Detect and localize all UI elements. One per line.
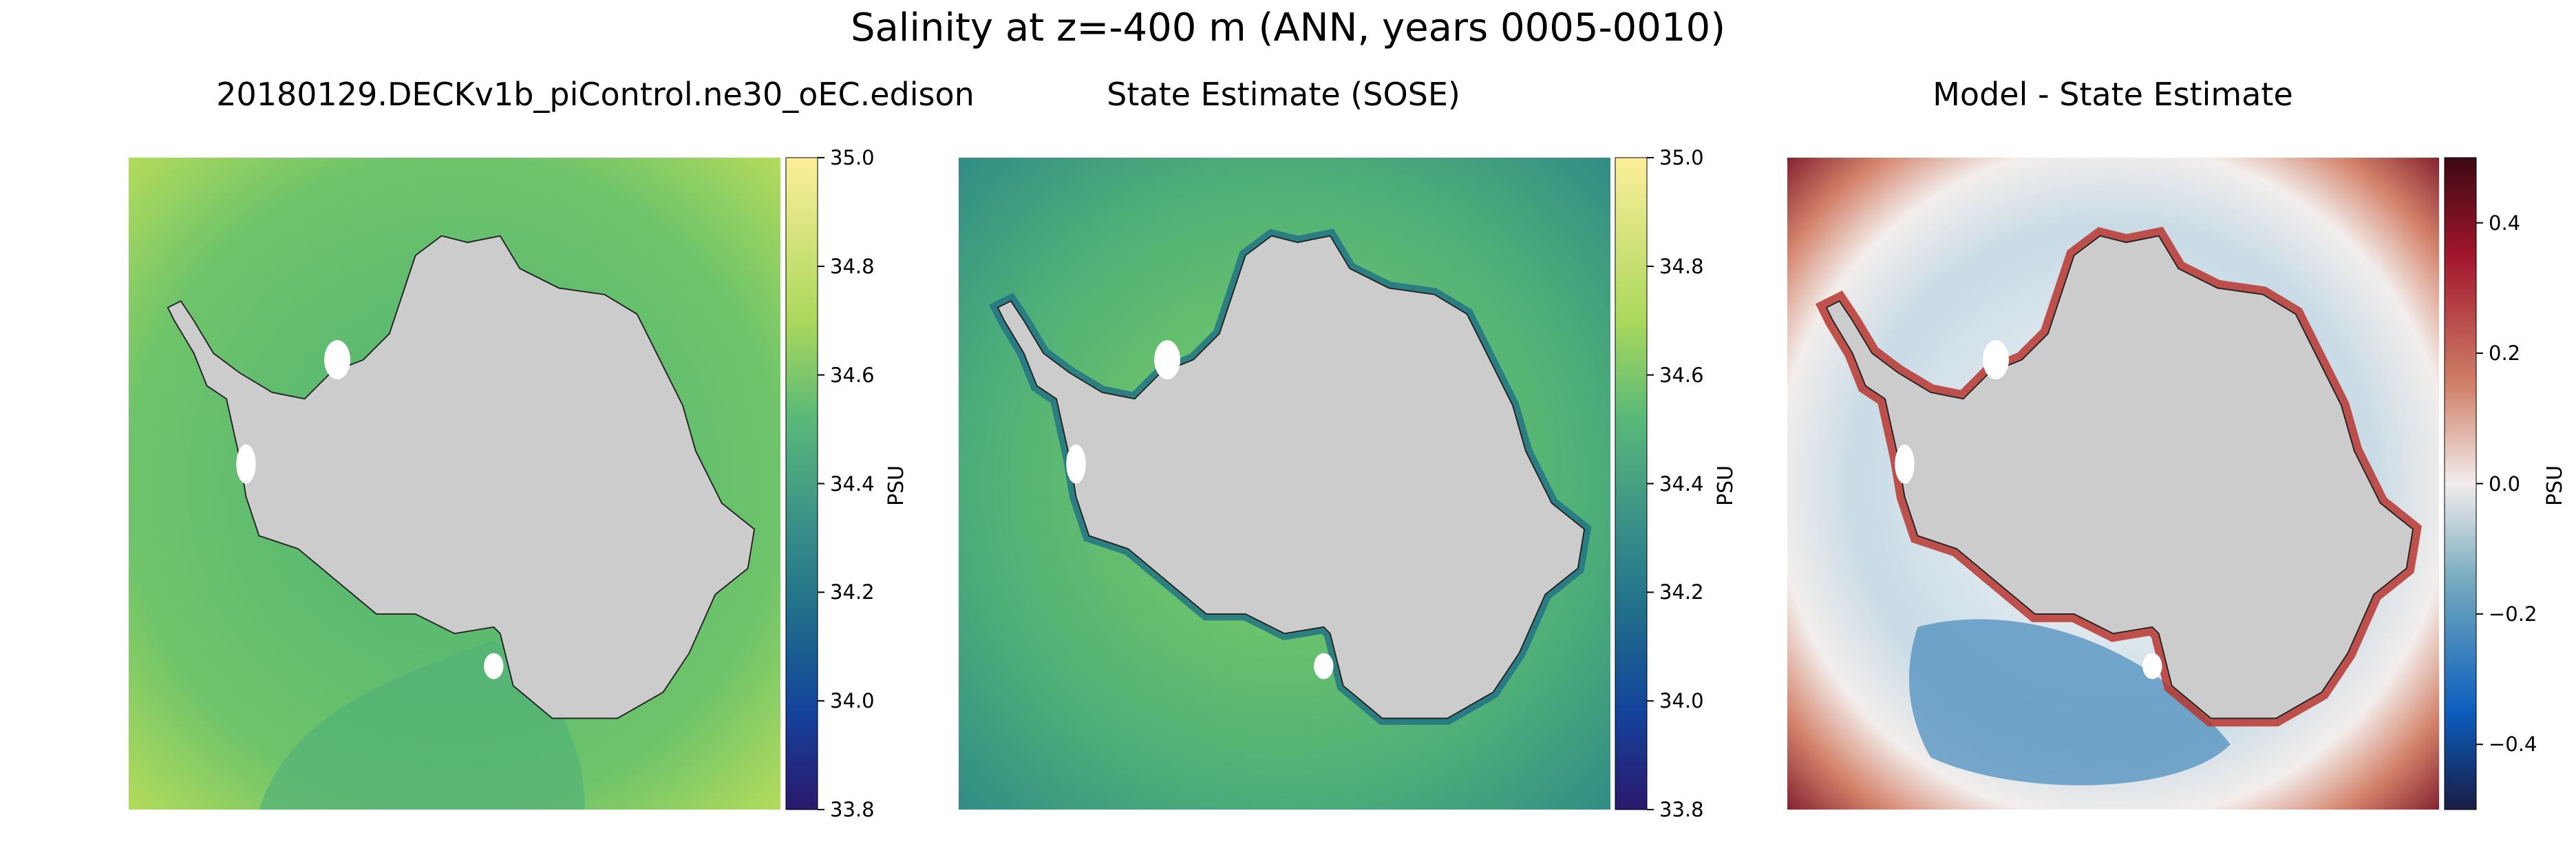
colorbar-1-tick-label: 34.6 xyxy=(830,363,875,387)
colorbar-2-tick-label: 34.8 xyxy=(1659,254,1704,278)
colorbar-1-tick-label: 34.4 xyxy=(830,472,875,496)
colorbar-1 xyxy=(785,157,818,810)
colorbar-1-tick-label: 34.8 xyxy=(830,254,875,278)
colorbar-2-tick-label: 34.4 xyxy=(1659,472,1704,496)
colorbar-1-tick-label: 34.0 xyxy=(830,689,875,713)
panel-3-map xyxy=(1787,158,2439,810)
colorbar-1-label: PSU xyxy=(884,465,908,506)
colorbar-3-tick-label: 0.4 xyxy=(2489,211,2521,235)
colorbar-1-tick-label: 35.0 xyxy=(830,146,875,169)
colorbar-3-ticks xyxy=(2476,222,2483,746)
colorbar-2-tick-label: 34.0 xyxy=(1659,689,1704,713)
colorbar-2-tick-label: 34.6 xyxy=(1659,363,1704,387)
colorbar-2-tick-label: 33.8 xyxy=(1659,798,1704,821)
panel-3-title: Model - State Estimate xyxy=(1933,76,2293,113)
colorbar-3-label: PSU xyxy=(2543,465,2567,506)
panel-2-map xyxy=(959,158,1610,810)
colorbar-2-tick-label: 34.2 xyxy=(1659,580,1704,604)
colorbar-1-ticks xyxy=(818,157,824,810)
colorbar-3-tick-label: −0.2 xyxy=(2489,602,2537,626)
colorbar-3-tick-label: 0.2 xyxy=(2489,341,2521,366)
colorbar-2-ticks xyxy=(1647,157,1654,810)
colorbar-2-tick-label: 35.0 xyxy=(1659,146,1704,169)
colorbar-2-label: PSU xyxy=(1714,465,1738,506)
colorbar-3 xyxy=(2444,157,2477,810)
colorbar-3-tick-label: 0.0 xyxy=(2489,472,2521,496)
figure-suptitle: Salinity at z=-400 m (ANN, years 0005-00… xyxy=(850,6,1726,50)
colorbar-3-tick-label: −0.4 xyxy=(2489,732,2537,757)
colorbar-1-tick-label: 34.2 xyxy=(830,580,875,604)
panel-1-map xyxy=(129,158,780,810)
colorbar-1-tick-label: 33.8 xyxy=(830,798,875,821)
panel-2-title: State Estimate (SOSE) xyxy=(1107,76,1460,113)
colorbar-2 xyxy=(1615,157,1648,810)
panel-1-title: 20180129.DECKv1b_piControl.ne30_oEC.edis… xyxy=(216,76,975,113)
